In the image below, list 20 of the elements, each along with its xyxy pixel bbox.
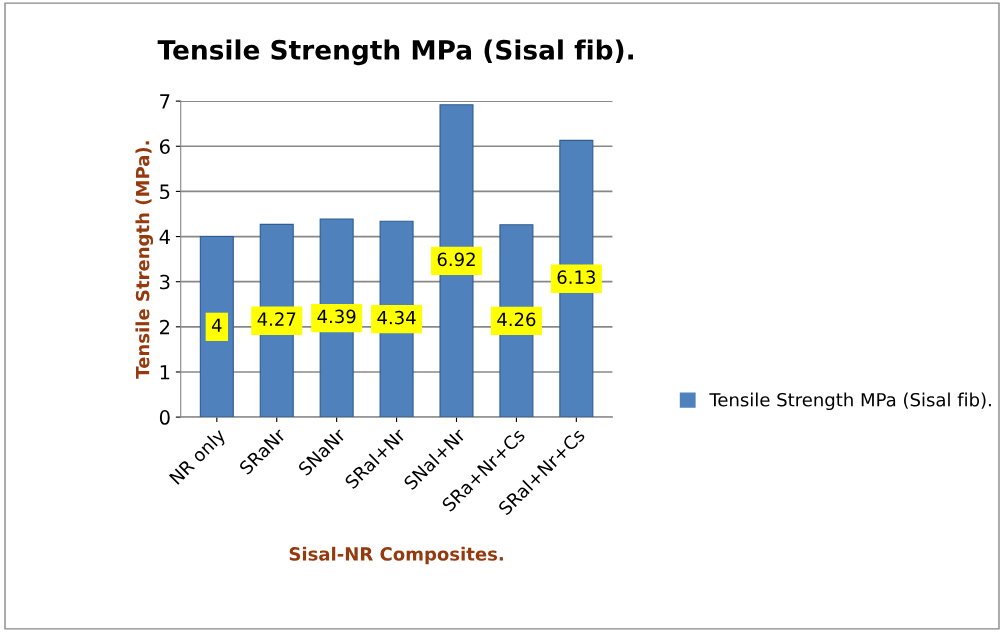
y-tick-label: 5 bbox=[160, 184, 170, 200]
y-tick-label: 3 bbox=[160, 274, 170, 290]
x-axis-title: Sisal-NR Composites. bbox=[289, 546, 503, 565]
legend-label: Tensile Strength MPa (Sisal fib). bbox=[709, 392, 991, 411]
data-label: 4.27 bbox=[257, 312, 296, 326]
y-tick-label: 6 bbox=[159, 139, 170, 154]
y-tick-label: 7 bbox=[160, 94, 170, 109]
y-tick-label: 1 bbox=[160, 365, 170, 380]
chart-title: Tensile Strength MPa (Sisal fib). bbox=[157, 39, 633, 66]
data-label: 4.39 bbox=[317, 309, 356, 324]
data-label: 6.92 bbox=[437, 252, 475, 267]
y-tick-label: 4 bbox=[159, 229, 170, 244]
y-tick-label: 2 bbox=[160, 319, 170, 335]
y-axis-title: Tensile Strength (MPa). bbox=[135, 141, 154, 379]
y-tick-label: 0 bbox=[159, 410, 170, 425]
data-label: 4 bbox=[211, 318, 222, 332]
data-label: 4.34 bbox=[377, 310, 416, 325]
data-label: 6.13 bbox=[557, 270, 595, 284]
bar bbox=[199, 235, 234, 418]
data-label: 4.26 bbox=[497, 312, 536, 327]
